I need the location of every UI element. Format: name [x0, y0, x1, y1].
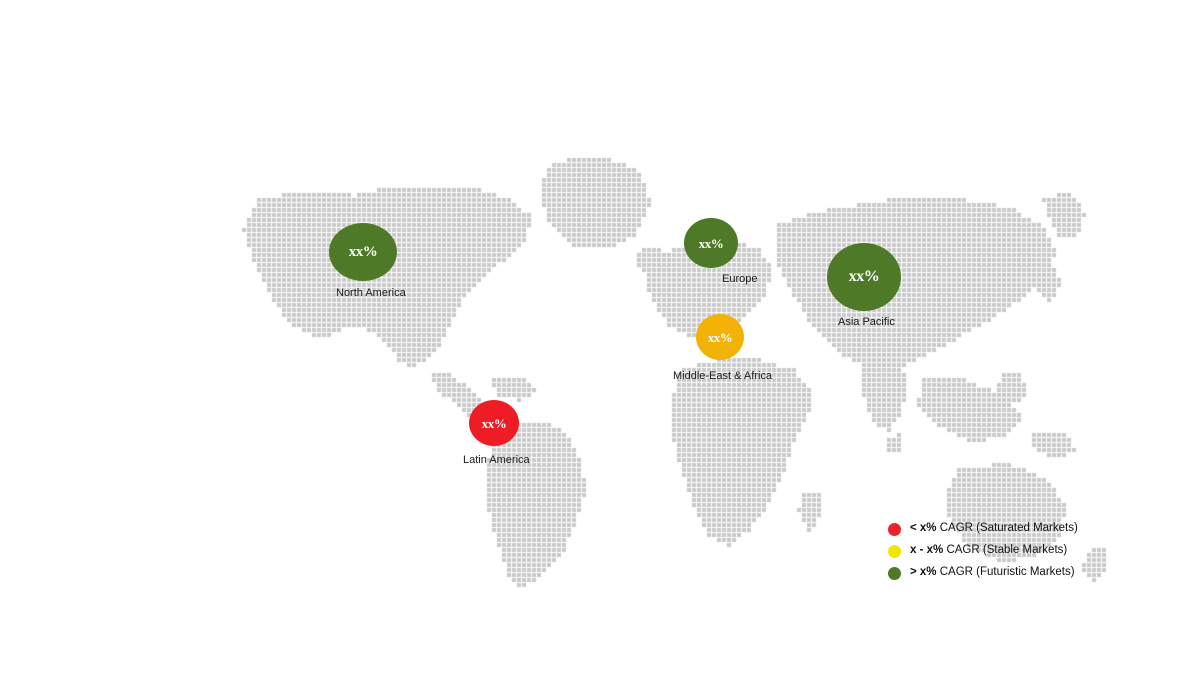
- legend: < x% CAGR (Saturated Markets) x - x% CAGR…: [888, 518, 1088, 584]
- legend-label: x - x% CAGR (Stable Markets): [910, 545, 1067, 557]
- legend-item-futuristic[interactable]: > x% CAGR (Futuristic Markets): [888, 562, 1088, 584]
- legend-range: < x%: [910, 522, 937, 535]
- region-label-north-america: North America: [336, 287, 406, 299]
- region-label-europe: Europe: [722, 273, 758, 285]
- legend-label: > x% CAGR (Futuristic Markets): [910, 567, 1075, 579]
- region-bubble-asia-pacific[interactable]: xx%: [827, 243, 901, 311]
- region-bubble-middle-east-africa[interactable]: xx%: [696, 314, 744, 360]
- legend-swatch-futuristic-icon: [888, 566, 901, 580]
- region-value: xx%: [848, 268, 880, 285]
- legend-swatch-saturated-icon: [888, 522, 901, 536]
- region-value: xx%: [481, 415, 507, 431]
- legend-description: CAGR (Stable Markets): [946, 544, 1068, 557]
- legend-swatch-stable-icon: [888, 544, 901, 558]
- legend-item-saturated[interactable]: < x% CAGR (Saturated Markets): [888, 518, 1088, 540]
- region-label-asia-pacific: Asia Pacific: [838, 316, 895, 328]
- legend-description: CAGR (Futuristic Markets): [939, 566, 1075, 579]
- legend-description: CAGR (Saturated Markets): [939, 522, 1078, 535]
- region-value: xx%: [707, 329, 733, 345]
- legend-range: x - x%: [910, 544, 944, 557]
- region-value: xx%: [348, 243, 378, 260]
- legend-item-stable[interactable]: x - x% CAGR (Stable Markets): [888, 540, 1088, 562]
- legend-range: > x%: [910, 566, 937, 579]
- region-label-latin-america: Latin America: [463, 454, 530, 466]
- region-bubble-north-america[interactable]: xx%: [329, 223, 397, 281]
- region-label-middle-east-africa: Middle-East & Africa: [673, 370, 773, 382]
- legend-label: < x% CAGR (Saturated Markets): [910, 523, 1078, 535]
- region-bubble-latin-america[interactable]: xx%: [469, 400, 519, 446]
- region-bubble-europe[interactable]: xx%: [684, 218, 738, 268]
- region-value: xx%: [698, 235, 724, 251]
